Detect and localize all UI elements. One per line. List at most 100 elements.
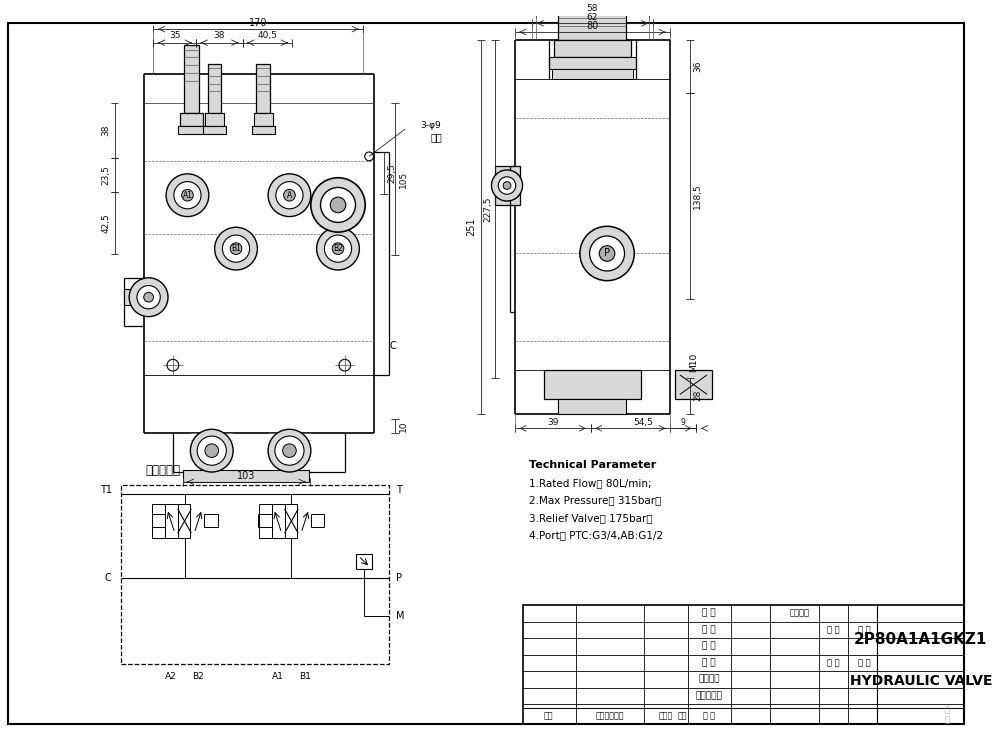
Circle shape [276,181,303,209]
Bar [356,553,372,570]
Text: B2: B2 [192,671,204,680]
Text: 比 例: 比 例 [858,625,871,634]
Bar [254,113,273,126]
Text: 描 图: 描 图 [702,641,716,650]
Circle shape [330,198,346,213]
Text: 审 批: 审 批 [703,711,715,720]
Text: 58: 58 [587,4,598,13]
Circle shape [137,285,160,309]
Bar [252,126,275,134]
Text: 激
活: 激 活 [945,705,950,724]
Bar [152,504,165,538]
Circle shape [317,227,359,270]
Bar [523,605,964,724]
Text: 标记: 标记 [544,711,554,720]
Circle shape [129,278,168,317]
Text: HYDRAULIC VALVE: HYDRAULIC VALVE [850,674,992,688]
Circle shape [590,236,625,271]
Bar [558,399,626,413]
Bar [183,470,309,482]
Circle shape [491,170,523,201]
Circle shape [268,429,311,472]
Text: T: T [396,484,402,495]
Bar [180,113,203,126]
Circle shape [174,181,201,209]
Text: 2.Max Pressure： 315bar，: 2.Max Pressure： 315bar， [529,495,662,505]
Text: 28: 28 [693,390,702,402]
Text: T1: T1 [100,484,112,495]
Bar [544,370,641,399]
Bar [152,514,165,528]
Circle shape [311,178,365,232]
Text: 校 对: 校 对 [702,658,716,667]
Circle shape [222,235,250,262]
Text: P: P [604,248,610,259]
Text: M: M [396,611,405,621]
Text: 透孔: 透孔 [430,132,442,142]
Text: 图样标记: 图样标记 [789,608,809,618]
Circle shape [599,245,615,261]
Text: B1: B1 [299,671,311,680]
Circle shape [268,174,311,217]
Text: 35: 35 [169,32,181,41]
Text: 更改人: 更改人 [658,711,672,720]
Bar [256,64,270,113]
Text: 170: 170 [249,18,268,28]
Text: B1: B1 [231,244,241,253]
Circle shape [498,177,516,195]
Circle shape [144,293,153,302]
Bar [259,504,272,538]
Circle shape [182,189,193,201]
Text: 制 图: 制 图 [702,625,716,634]
Text: 138,5: 138,5 [693,184,702,209]
Text: 38: 38 [214,32,225,41]
Bar [258,514,272,528]
Text: 23,5: 23,5 [101,165,110,185]
Text: 共 笔: 共 笔 [827,658,840,667]
Bar [311,514,324,528]
Text: 38: 38 [101,125,110,136]
Bar [552,69,633,79]
Bar [558,0,626,40]
Circle shape [275,436,304,465]
Text: A1: A1 [182,191,192,200]
Text: 2P80A1A1GKZ1: 2P80A1A1GKZ1 [854,632,987,646]
Text: 更改内容概要: 更改内容概要 [596,711,624,720]
Text: 103: 103 [237,471,255,481]
Text: 4.Port： PTC:G3/4,AB:G1/2: 4.Port： PTC:G3/4,AB:G1/2 [529,530,663,540]
Circle shape [284,189,295,201]
Circle shape [166,174,209,217]
Bar [272,504,285,538]
Circle shape [190,429,233,472]
Bar [178,504,190,538]
Text: B2: B2 [333,244,343,253]
Text: A2: A2 [165,671,177,680]
Text: 29,5: 29,5 [387,163,396,183]
Text: 3.Relief Valve： 175bar；: 3.Relief Valve： 175bar； [529,513,653,523]
Bar [184,45,199,113]
Text: C: C [390,340,397,351]
Circle shape [215,227,257,270]
Bar [203,126,226,134]
Text: 105: 105 [399,170,408,188]
Text: 39: 39 [547,418,558,427]
Circle shape [197,436,226,465]
Text: Technical Parameter: Technical Parameter [529,460,657,470]
Text: M10: M10 [689,352,698,372]
Text: 10: 10 [399,420,408,432]
Bar [165,504,178,538]
Bar [121,485,389,664]
Text: 251: 251 [466,217,476,236]
Bar [208,64,221,113]
Bar [554,40,631,57]
Text: 42,5: 42,5 [101,214,110,233]
Text: 9: 9 [681,418,686,427]
Bar [205,113,224,126]
Bar [549,57,636,69]
Text: 日期: 日期 [678,711,688,720]
Text: 80: 80 [586,21,599,31]
Bar [204,514,218,528]
Circle shape [321,187,355,223]
Bar [124,290,149,305]
Text: 36: 36 [693,60,702,72]
